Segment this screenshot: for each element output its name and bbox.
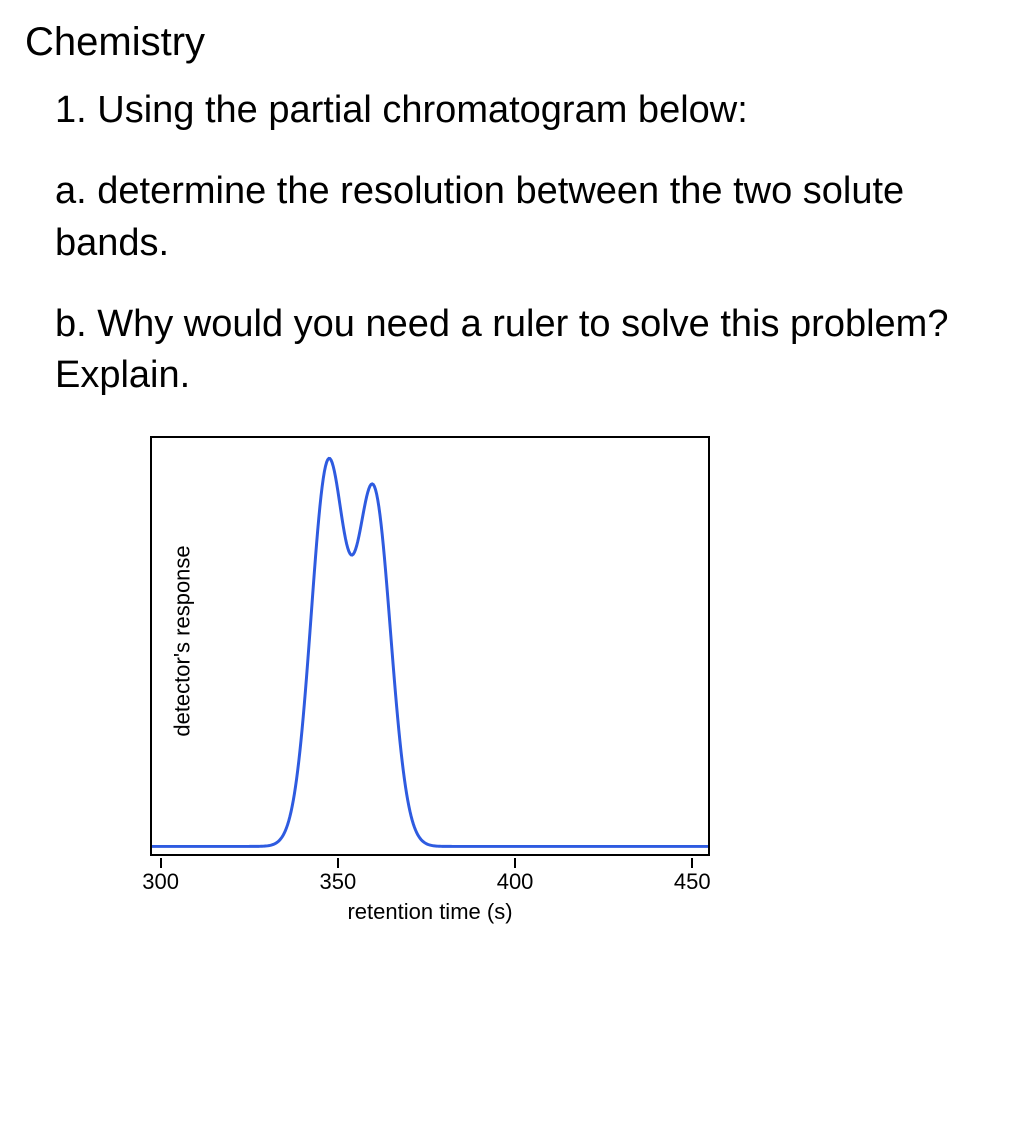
chromatogram-curve	[152, 459, 708, 847]
x-tick-label: 350	[319, 869, 356, 895]
x-tick-label: 400	[497, 869, 534, 895]
question-part-a: a. determine the resolution between the …	[55, 166, 1005, 269]
x-tick-mark	[160, 858, 162, 868]
question-content: 1. Using the partial chromatogram below:…	[25, 85, 1005, 931]
x-tick-mark	[337, 858, 339, 868]
chromatogram-chart: detector's response 300350400450 retenti…	[95, 431, 735, 931]
x-tick-label: 300	[142, 869, 179, 895]
plot-area	[150, 436, 710, 856]
x-tick-mark	[691, 858, 693, 868]
x-tick-label: 450	[674, 869, 711, 895]
x-tick-mark	[514, 858, 516, 868]
x-axis-label: retention time (s)	[150, 899, 710, 925]
chromatogram-svg	[152, 438, 708, 854]
question-main: 1. Using the partial chromatogram below:	[55, 85, 1005, 136]
question-part-b: b. Why would you need a ruler to solve t…	[55, 299, 1005, 402]
subject-heading: Chemistry	[25, 20, 1005, 65]
